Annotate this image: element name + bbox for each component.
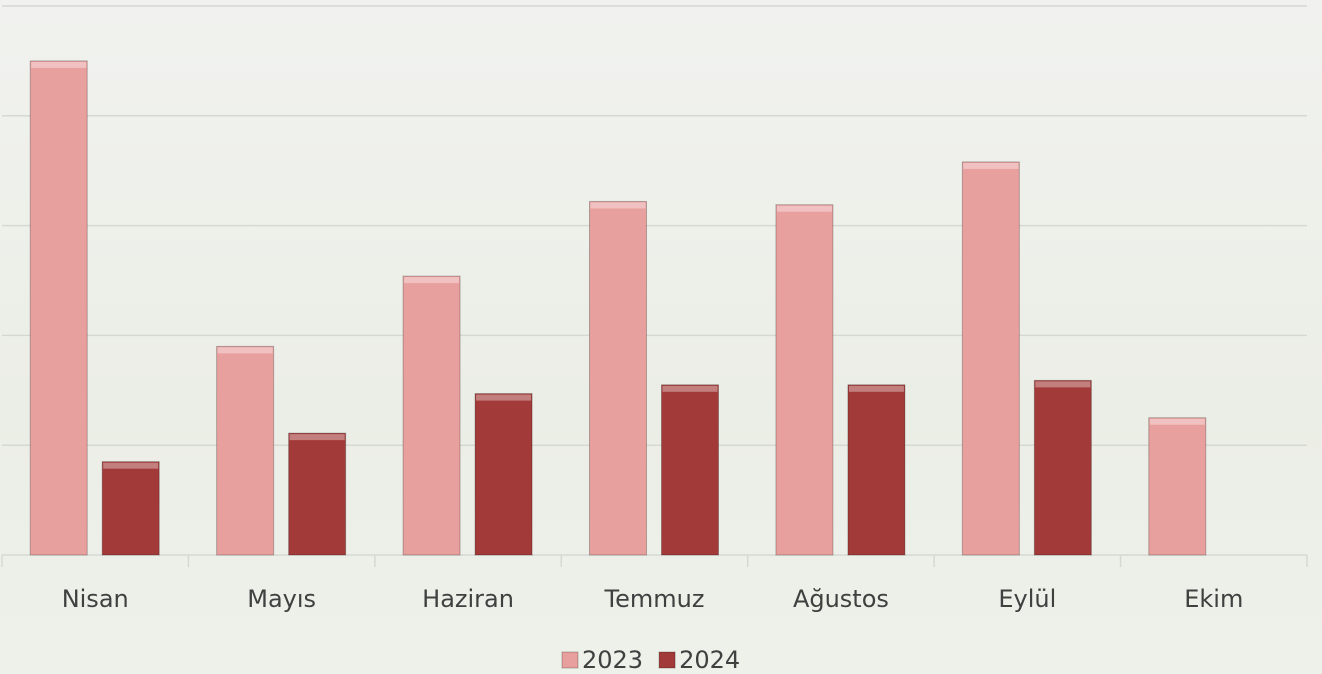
bar-bevel bbox=[963, 162, 1019, 169]
bar bbox=[775, 204, 834, 556]
bar bbox=[101, 461, 160, 556]
x-tick-label: Haziran bbox=[422, 585, 514, 613]
bar bbox=[1033, 379, 1092, 556]
bar-bevel bbox=[289, 434, 345, 441]
x-tick-label: Ağustos bbox=[793, 585, 889, 613]
bar-bevel bbox=[476, 394, 532, 401]
bar bbox=[216, 345, 275, 556]
bar bbox=[288, 432, 347, 556]
x-tick-label: Eylül bbox=[998, 585, 1056, 613]
bar bbox=[474, 393, 533, 556]
legend-swatch bbox=[658, 651, 676, 669]
bar-bevel bbox=[217, 347, 273, 354]
x-tick-label: Ekim bbox=[1184, 585, 1243, 613]
bar-bevel bbox=[31, 61, 87, 68]
bar-bevel bbox=[590, 202, 646, 209]
bar-bevel bbox=[848, 385, 904, 392]
bar bbox=[661, 384, 719, 556]
bar bbox=[1148, 417, 1207, 556]
legend-swatch bbox=[561, 651, 579, 669]
legend-label: 2023 bbox=[582, 646, 643, 674]
bar-bevel bbox=[776, 205, 832, 212]
x-tick-label: Mayıs bbox=[247, 585, 316, 613]
bar bbox=[961, 161, 1020, 556]
bar bbox=[589, 200, 647, 556]
bar-bevel bbox=[103, 462, 159, 469]
bar-bevel bbox=[1035, 381, 1091, 388]
bar-bevel bbox=[1149, 418, 1205, 425]
bar-bevel bbox=[404, 277, 460, 284]
legend-label: 2024 bbox=[679, 646, 740, 674]
bar bbox=[847, 384, 906, 556]
bar bbox=[402, 275, 461, 556]
x-tick-label: Nisan bbox=[62, 585, 129, 613]
x-tick-label: Temmuz bbox=[604, 585, 705, 613]
bar bbox=[29, 60, 88, 556]
bar-bevel bbox=[662, 385, 718, 392]
